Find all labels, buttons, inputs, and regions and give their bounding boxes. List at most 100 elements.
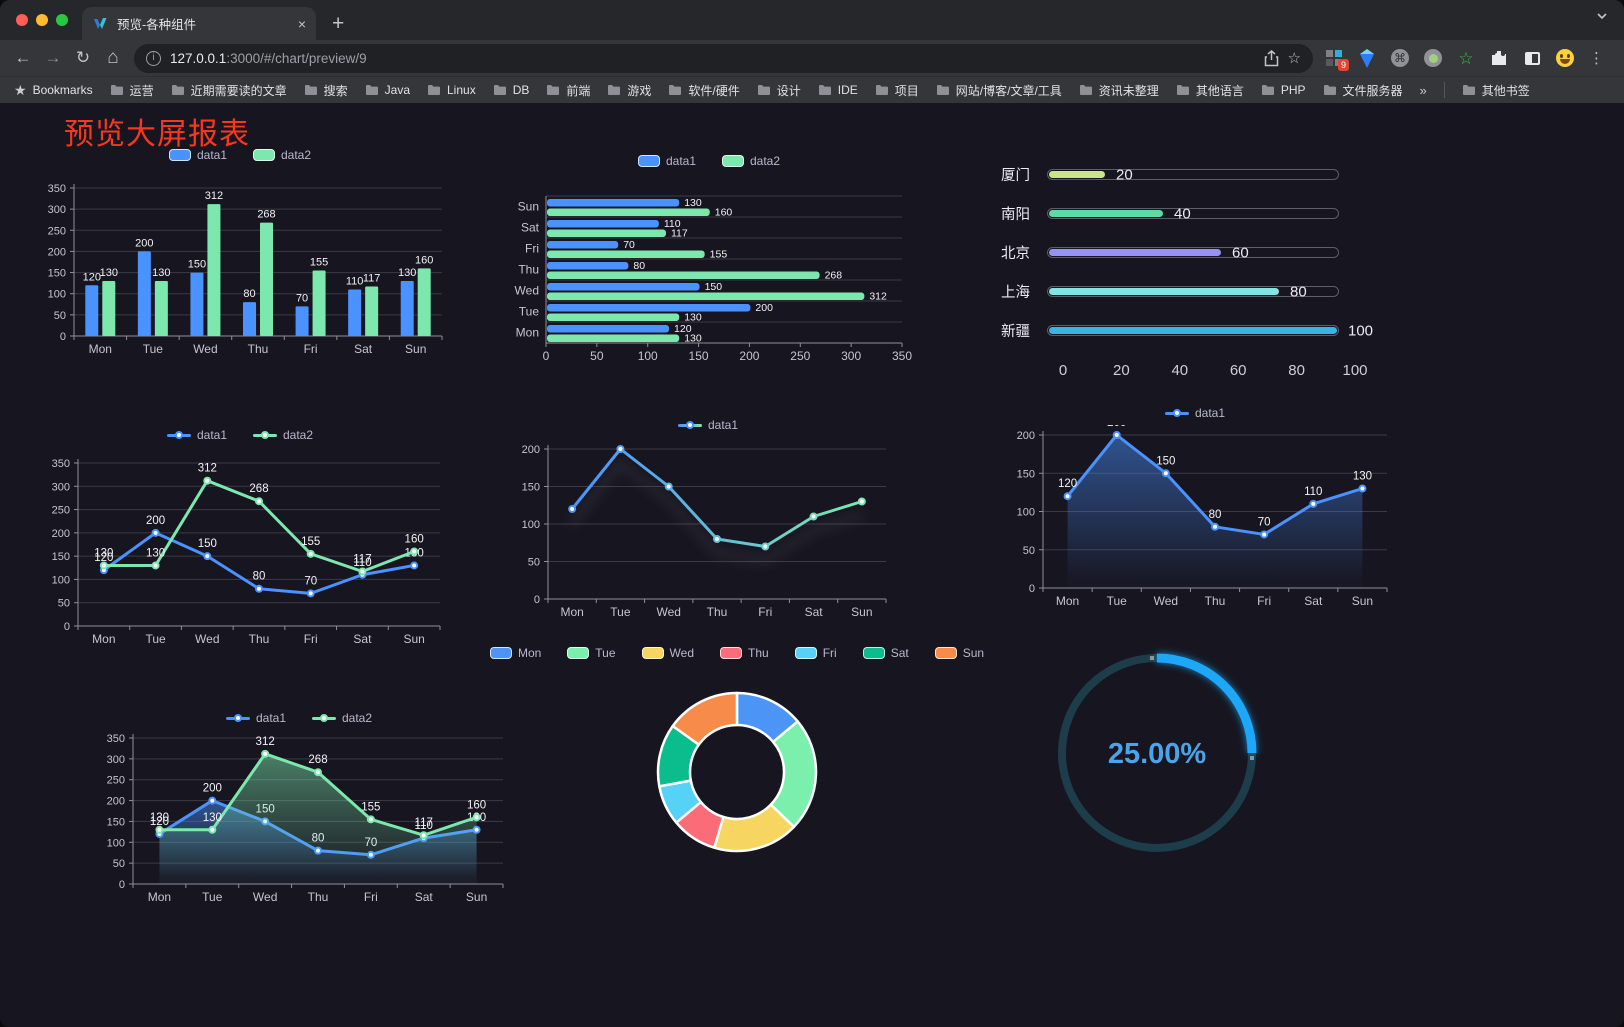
extension-record-icon[interactable] <box>1424 49 1442 67</box>
legend-item-data1[interactable]: data1 <box>1164 406 1225 420</box>
chart-horizontal-bar: data1 data2 0 50 100 150 200 250 300 350 Sun 130 160… <box>498 151 920 375</box>
progress-fill <box>1049 288 1279 295</box>
svg-text:Sun: Sun <box>466 890 487 904</box>
legend-marker-icon <box>567 647 590 659</box>
svg-text:110: 110 <box>415 820 433 832</box>
bookmark-folder-4[interactable]: Linux <box>427 83 476 97</box>
bookmark-folder-16[interactable]: 文件服务器 <box>1323 82 1403 99</box>
legend-marker-icon <box>253 149 275 161</box>
svg-text:80: 80 <box>253 571 266 583</box>
browser-tab[interactable]: 预览-各种组件 × <box>82 7 316 40</box>
legend-label: data1 <box>196 428 227 442</box>
share-icon[interactable] <box>1264 49 1279 67</box>
folder-icon <box>1176 85 1189 95</box>
bookmark-folder-1[interactable]: 近期需要读的文章 <box>171 82 287 99</box>
legend-item-Mon[interactable]: Mon <box>489 646 541 660</box>
legend-item-data1[interactable]: data1 <box>225 711 286 725</box>
svg-text:150: 150 <box>1156 455 1175 467</box>
bookmarks-overflow-chevron[interactable]: » <box>1419 82 1427 98</box>
zoom-window-button[interactable] <box>56 14 68 26</box>
bookmark-folder-8[interactable]: 软件/硬件 <box>668 82 740 99</box>
legend-label: Wed <box>669 646 694 660</box>
legend-item-data2[interactable]: data2 <box>312 711 372 725</box>
legend-marker-icon <box>934 647 957 659</box>
other-bookmarks-folder[interactable]: 其他书签 <box>1462 82 1530 99</box>
legend-item-data1[interactable]: data1 <box>168 148 227 162</box>
legend-item-data2[interactable]: data2 <box>253 428 313 442</box>
bookmark-folder-14[interactable]: 其他语言 <box>1176 82 1244 99</box>
folder-icon <box>669 85 682 95</box>
browser-menu-icon[interactable]: ⋮ <box>1589 50 1604 67</box>
bookmark-label: 项目 <box>894 83 919 98</box>
legend-item-Fri[interactable]: Fri <box>794 646 837 660</box>
bookmark-folder-9[interactable]: 设计 <box>757 82 801 99</box>
bookmark-folder-15[interactable]: PHP <box>1261 83 1306 97</box>
legend-marker-icon <box>166 431 191 439</box>
bookmark-folder-2[interactable]: 搜索 <box>304 82 348 99</box>
legend-item-Tue[interactable]: Tue <box>567 646 616 660</box>
chart-area-line: data1 0 50 100 150 200 Mon Tue Wed Thu Fri Sat Sun 12… <box>995 403 1395 617</box>
tab-search-chevron-icon[interactable] <box>1596 12 1608 20</box>
axis-tick-label: 80 <box>1288 362 1305 379</box>
bookmark-folder-5[interactable]: DB <box>493 83 529 97</box>
legend-item-Wed[interactable]: Wed <box>641 646 694 660</box>
legend-item-data1[interactable]: data1 <box>637 154 696 168</box>
progress-track: 100 <box>1047 322 1373 339</box>
bookmark-folder-11[interactable]: 项目 <box>875 82 919 99</box>
svg-text:Thu: Thu <box>1205 594 1226 608</box>
new-tab-button[interactable]: + <box>332 12 345 35</box>
extension-gem-icon[interactable] <box>1358 48 1376 68</box>
extension-sidebar-icon[interactable] <box>1523 49 1541 67</box>
minimize-window-button[interactable] <box>36 14 48 26</box>
forward-icon[interactable]: → <box>44 48 62 67</box>
svg-text:150: 150 <box>52 551 70 563</box>
address-bar[interactable]: i 127.0.0.1:3000/#/chart/preview/9 ☆ <box>134 43 1313 73</box>
svg-text:80: 80 <box>633 260 645 272</box>
svg-text:Fri: Fri <box>758 605 772 619</box>
svg-text:Wed: Wed <box>656 605 680 619</box>
progress-row-2: 北京 60 <box>1001 233 1390 272</box>
bookmark-folder-3[interactable]: Java <box>365 83 410 97</box>
extension-pinned-grid-icon[interactable]: 9 <box>1325 49 1349 71</box>
tab-close-icon[interactable]: × <box>297 15 306 32</box>
legend-marker-icon <box>253 431 277 439</box>
chart-legend: data1 <box>498 415 918 435</box>
legend-item-Sat[interactable]: Sat <box>862 646 909 660</box>
svg-text:200: 200 <box>52 528 70 540</box>
extension-command-icon[interactable]: ⌘ <box>1391 49 1409 67</box>
svg-text:Thu: Thu <box>707 605 728 619</box>
legend-item-data1[interactable]: data1 <box>166 428 227 442</box>
reload-icon[interactable]: ↻ <box>75 48 91 67</box>
bookmark-folder-0[interactable]: 运营 <box>110 82 154 99</box>
legend-item-data1[interactable]: data1 <box>677 418 738 432</box>
legend-item-data2[interactable]: data2 <box>722 154 780 168</box>
svg-text:130: 130 <box>100 267 118 279</box>
svg-text:Fri: Fri <box>525 242 539 256</box>
legend-item-data2[interactable]: data2 <box>253 148 311 162</box>
bookmark-star-icon[interactable]: ☆ <box>1287 50 1301 67</box>
bookmark-label: Linux <box>447 83 476 97</box>
progress-axis: 0 20 40 60 80 100 <box>1059 362 1368 384</box>
legend-marker-icon <box>862 647 885 659</box>
extension-emoji-icon[interactable] <box>1556 49 1574 67</box>
bookmark-folder-10[interactable]: IDE <box>818 83 858 97</box>
bookmarks-bar: ★ Bookmarks 运营 近期需要读的文章 搜索 Java Linux DB 前端 游戏 软… <box>0 76 1624 103</box>
bookmarks-lead[interactable]: ★ Bookmarks <box>14 82 93 99</box>
extension-puzzle-icon[interactable] <box>1490 49 1508 67</box>
bookmark-folder-13[interactable]: 资讯未整理 <box>1079 82 1159 99</box>
home-icon[interactable]: ⌂ <box>107 47 119 68</box>
svg-text:200: 200 <box>739 349 759 363</box>
svg-text:150: 150 <box>198 538 217 550</box>
bookmark-folder-7[interactable]: 游戏 <box>607 82 651 99</box>
back-icon[interactable]: ← <box>14 48 32 67</box>
bookmark-folder-6[interactable]: 前端 <box>546 82 590 99</box>
legend-item-Sun[interactable]: Sun <box>934 646 984 660</box>
legend-item-Thu[interactable]: Thu <box>720 646 769 660</box>
extension-green-star-icon[interactable]: ☆ <box>1458 48 1474 68</box>
bookmark-folder-12[interactable]: 网站/博客/文章/工具 <box>936 82 1062 99</box>
site-info-icon[interactable]: i <box>146 50 161 66</box>
close-window-button[interactable] <box>16 14 28 26</box>
svg-text:117: 117 <box>415 817 433 829</box>
axis-tick-label: 40 <box>1171 362 1189 379</box>
